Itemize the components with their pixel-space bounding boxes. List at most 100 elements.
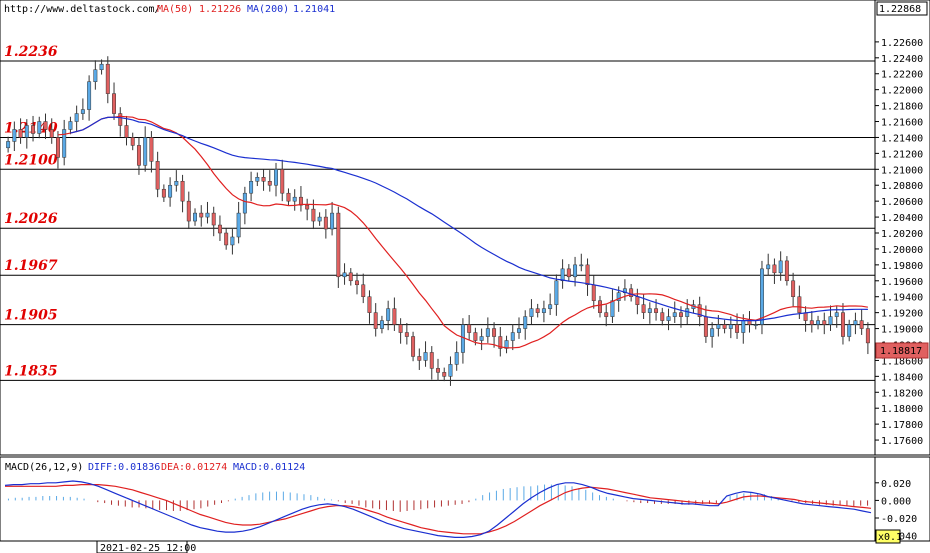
macd-tick-label: 0.000 [881, 496, 911, 507]
candle-up [510, 332, 515, 341]
candle-down [136, 145, 141, 166]
candle-up [6, 141, 11, 149]
price-tick-label: 1.17600 [881, 436, 923, 447]
macd-axis-panel [874, 456, 930, 542]
zoom-level[interactable]: x0.1 [878, 532, 902, 543]
price-tick-label: 1.21400 [881, 133, 923, 144]
candle-down [535, 308, 540, 313]
candle-up [168, 184, 173, 198]
price-tick-label: 1.19600 [881, 277, 923, 288]
ma50-value: 1.21226 [199, 4, 241, 15]
ma200-line [70, 116, 868, 322]
candle-down [311, 208, 316, 222]
price-tick-label: 1.21800 [881, 102, 923, 113]
candle-up [548, 304, 553, 309]
level-label: 1.1905 [4, 308, 58, 324]
candle-down [155, 161, 160, 190]
candle-down [112, 93, 116, 114]
candle-down [492, 328, 497, 337]
current-price-value: 1.18817 [880, 346, 922, 357]
candle-up [834, 312, 839, 317]
macd-dea-line [5, 484, 872, 535]
candle-up [342, 272, 347, 278]
candle-down [703, 316, 708, 337]
candle-up [68, 121, 73, 130]
candle-down [598, 300, 602, 313]
candle-up [847, 324, 852, 337]
candle-down [361, 284, 366, 297]
macd-dea-label: DEA:0.01274 [161, 462, 227, 473]
candle-up [174, 180, 179, 186]
price-axis-ticks: 1.22600 1.22400 1.22200 1.22000 1.21800 1.216… [875, 38, 923, 447]
crosshair-date: 2021-02-25 12:00 [100, 543, 196, 553]
candle-up [249, 180, 254, 194]
candle-up [778, 260, 783, 274]
price-tick-label: 1.19400 [881, 293, 923, 304]
price-tick-label: 1.22400 [881, 54, 923, 65]
price-tick-label: 1.17800 [881, 420, 923, 431]
price-tick-label: 1.19200 [881, 309, 923, 320]
candle-down [859, 320, 864, 329]
candle-down [180, 180, 185, 202]
candle-up [37, 121, 42, 134]
candle-up [828, 316, 833, 325]
source-url: http://www.deltastock.com/ [4, 4, 161, 15]
ma50-line [57, 115, 868, 349]
candle-up [292, 196, 297, 202]
macd-plot-area [0, 456, 876, 542]
macd-diff-label: DIFF:0.01836 [88, 462, 160, 473]
candle-down [118, 113, 123, 126]
candle-down [566, 268, 571, 278]
candle-down [161, 188, 166, 198]
candle-down [217, 224, 222, 234]
candle-up [99, 63, 104, 71]
price-tick-label: 1.18400 [881, 372, 923, 383]
top-price-box [876, 1, 928, 16]
price-tick-label: 1.18200 [881, 388, 923, 399]
candle-up [579, 264, 584, 267]
price-tick-label: 1.22000 [881, 86, 923, 97]
level-label: 1.2236 [4, 44, 58, 60]
candle-up [87, 81, 92, 110]
candle-up [529, 308, 534, 317]
price-tick-label: 1.20000 [881, 245, 923, 256]
candle-up [685, 308, 690, 317]
candle-down [298, 196, 303, 206]
candle-down [261, 177, 266, 182]
candle-up [143, 137, 148, 166]
candle-down [635, 296, 640, 305]
candle-down [467, 324, 472, 333]
candle-up [24, 125, 29, 138]
candle-up [728, 324, 733, 329]
candle-up [554, 280, 559, 305]
candle-down [585, 264, 590, 286]
top-price-value: 1.22868 [879, 4, 921, 15]
candle-down [149, 137, 154, 162]
candle-down [604, 312, 609, 317]
candle-up [853, 320, 858, 325]
candle-down [772, 264, 777, 274]
candle-up [242, 192, 247, 214]
price-tick-label: 1.21200 [881, 149, 923, 160]
macd-indicator [4, 480, 872, 538]
candle-down [747, 320, 752, 325]
candle-down [784, 260, 789, 282]
candle-down [348, 272, 353, 282]
candle-down [373, 312, 378, 329]
macd-title: MACD(26,12,9) [5, 462, 83, 473]
candle-up [741, 320, 746, 333]
candle-up [62, 129, 67, 158]
ma50-label: MA(50) [157, 4, 193, 15]
macd-tick-label: 0.020 [881, 479, 911, 490]
price-tick-label: 1.21000 [881, 165, 923, 176]
candle-down [498, 336, 503, 349]
price-tick-label: 1.22600 [881, 38, 923, 49]
candle-down [336, 212, 341, 278]
date-box [96, 540, 188, 553]
main-plot-area [0, 0, 876, 456]
current-price-box [875, 342, 929, 359]
candle-down [660, 312, 665, 321]
zoom-box[interactable] [875, 529, 901, 544]
candle-down [436, 368, 440, 373]
candle-up [454, 352, 459, 365]
